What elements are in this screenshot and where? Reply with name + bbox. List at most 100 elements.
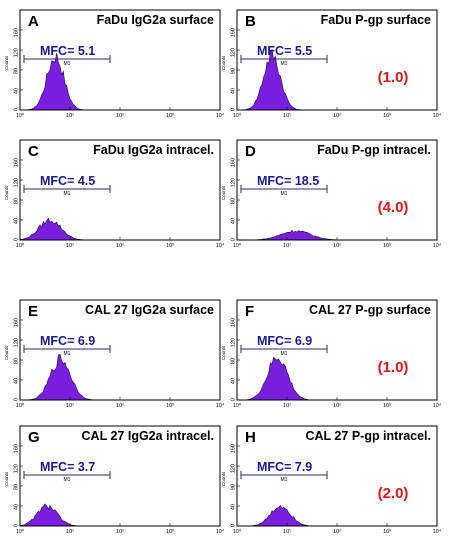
m1-marker-label: M1	[281, 191, 288, 197]
x-tick-label: 10²	[333, 243, 341, 249]
panel-letter: C	[28, 143, 39, 160]
panel-letter: H	[245, 429, 256, 446]
panel-a: 0 40 80 120 160 Counts 10⁰ 10¹ 10² 10³ 10⁴ M1 MFC= 5…	[4, 9, 225, 119]
x-tick-label: 10¹	[283, 113, 291, 119]
y-tick-label: 0	[14, 398, 20, 401]
y-tick-label: 0	[14, 238, 20, 241]
y-axis-label: Counts	[221, 55, 226, 70]
panel-e: 0 40 80 120 160 Counts 10⁰ 10¹ 10² 10³ 10⁴ M1 MFC= 6…	[4, 299, 225, 409]
y-tick-label: 80	[231, 484, 237, 490]
histogram-g	[19, 503, 220, 527]
x-tick-label: 10³	[166, 243, 174, 249]
y-tick-label: 0	[14, 524, 20, 527]
mfc-label: MFC= 18.5	[257, 174, 319, 188]
x-tick-label: 10³	[166, 403, 174, 409]
x-tick-label: 10⁰	[16, 528, 25, 535]
y-tick-label: 80	[14, 358, 20, 364]
y-tick-label: 40	[231, 218, 237, 224]
x-tick-label: 10¹	[66, 529, 74, 535]
x-tick-label: 10²	[116, 403, 124, 409]
x-tick-label: 10⁰	[233, 112, 242, 119]
x-tick-label: 10¹	[283, 529, 291, 535]
x-tick-label: 10⁴	[433, 528, 442, 535]
y-tick-label: 80	[14, 68, 20, 74]
mfc-label: MFC= 7.9	[257, 460, 312, 474]
m1-marker-label: M1	[64, 61, 71, 67]
x-tick-label: 10²	[116, 243, 124, 249]
x-tick-label: 10⁰	[233, 402, 242, 409]
y-tick-label: 40	[14, 218, 20, 224]
x-tick-label: 10¹	[66, 403, 74, 409]
y-tick-label: 80	[231, 198, 237, 204]
x-tick-label: 10¹	[283, 403, 291, 409]
y-axis-label: Counts	[4, 55, 9, 70]
panel-title: FaDu P-gp surface	[321, 13, 431, 27]
x-tick-label: 10⁴	[433, 242, 442, 249]
panel-b: 0 40 80 120 160 Counts 10⁰ 10¹ 10² 10³ 10⁴ M1 MFC= 5…	[221, 9, 442, 119]
m1-marker-label: M1	[281, 351, 288, 357]
y-tick-label: 160	[14, 444, 20, 453]
m1-marker-label: M1	[64, 351, 71, 357]
x-tick-label: 10⁰	[16, 242, 25, 249]
x-tick-label: 10¹	[66, 113, 74, 119]
x-tick-label: 10⁴	[216, 112, 225, 119]
y-tick-label: 80	[14, 198, 20, 204]
panel-letter: A	[28, 13, 39, 30]
mfc-label: MFC= 6.9	[40, 334, 95, 348]
m1-marker-label: M1	[64, 191, 71, 197]
y-tick-label: 160	[14, 158, 20, 167]
y-tick-label: 40	[231, 378, 237, 384]
y-tick-label: 80	[231, 358, 237, 364]
x-tick-label: 10³	[383, 529, 391, 535]
x-tick-label: 10²	[116, 529, 124, 535]
panel-title: CAL 27 P-gp intracel.	[306, 429, 432, 443]
x-tick-label: 10⁴	[216, 528, 225, 535]
fold-ratio-label: (4.0)	[378, 199, 409, 216]
x-tick-label: 10³	[166, 113, 174, 119]
y-tick-label: 0	[231, 398, 237, 401]
mfc-label: MFC= 4.5	[40, 174, 95, 188]
panel-title: CAL 27 P-gp surface	[309, 303, 431, 317]
x-tick-label: 10⁰	[233, 242, 242, 249]
panel-h: 0 40 80 120 160 Counts 10⁰ 10¹ 10² 10³ 10⁴ M1 MFC= 7…	[221, 425, 442, 535]
x-tick-label: 10⁰	[233, 528, 242, 535]
x-tick-label: 10³	[383, 243, 391, 249]
y-tick-label: 80	[14, 484, 20, 490]
fold-ratio-label: (1.0)	[378, 69, 409, 86]
y-tick-label: 160	[231, 158, 237, 167]
x-tick-label: 10⁰	[16, 402, 25, 409]
x-tick-label: 10⁴	[433, 112, 442, 119]
y-tick-label: 160	[14, 318, 20, 327]
x-tick-label: 10²	[333, 113, 341, 119]
mfc-label: MFC= 3.7	[40, 460, 95, 474]
y-tick-label: 40	[231, 504, 237, 510]
x-tick-label: 10²	[333, 403, 341, 409]
x-tick-label: 10³	[166, 529, 174, 535]
histogram-a	[19, 52, 220, 111]
y-tick-label: 120	[14, 48, 20, 57]
mfc-label: MFC= 5.1	[40, 44, 95, 58]
x-tick-label: 10¹	[283, 243, 291, 249]
y-tick-label: 120	[231, 464, 237, 473]
y-tick-label: 160	[14, 28, 20, 37]
x-tick-label: 10⁴	[216, 402, 225, 409]
x-tick-label: 10⁰	[16, 112, 25, 119]
histogram-h	[237, 504, 437, 527]
panel-letter: F	[245, 303, 254, 320]
x-tick-label: 10³	[383, 403, 391, 409]
x-tick-label: 10⁴	[216, 242, 225, 249]
y-axis-label: Counts	[221, 345, 226, 360]
y-axis-label: Counts	[4, 471, 9, 486]
y-tick-label: 120	[14, 464, 20, 473]
y-tick-label: 120	[231, 178, 237, 187]
y-axis-label: Counts	[4, 185, 9, 200]
y-tick-label: 120	[14, 178, 20, 187]
m1-marker-label: M1	[64, 477, 71, 483]
panel-letter: B	[245, 13, 256, 30]
x-tick-label: 10²	[333, 529, 341, 535]
y-tick-label: 0	[231, 238, 237, 241]
y-tick-label: 40	[14, 88, 20, 94]
panel-title: FaDu P-gp intracel.	[317, 143, 431, 157]
y-tick-label: 160	[231, 444, 237, 453]
